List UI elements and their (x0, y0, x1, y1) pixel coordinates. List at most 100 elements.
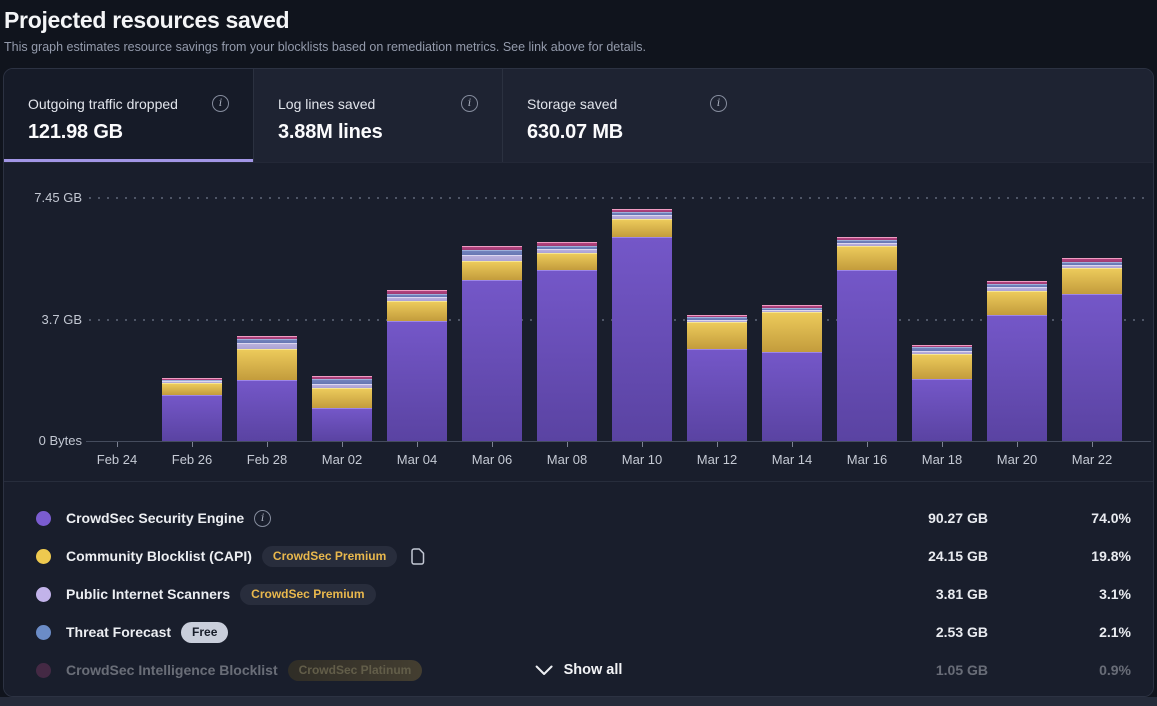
tab-log-lines-saved[interactable]: Log lines saved i 3.88M lines (253, 69, 502, 162)
bar-segment-public-internet-scanners (762, 309, 822, 313)
bar-mar-08[interactable] (537, 242, 597, 441)
legend-value: 3.81 GB (935, 586, 988, 602)
x-tick-mark (417, 442, 418, 447)
x-tick-mark (267, 442, 268, 447)
bar-segment-crowdsec-security-engine (312, 408, 372, 441)
bar-segment-crowdsec-intelligence-blocklist (537, 242, 597, 246)
bar-segment-community-blocklist-capi (912, 354, 972, 380)
legend-row-public-internet-scanners[interactable]: Public Internet Scanners CrowdSec Premium… (4, 575, 1153, 613)
bar-mar-10[interactable] (612, 209, 672, 441)
bar-segment-crowdsec-security-engine (237, 380, 297, 441)
bar-segment-crowdsec-security-engine (987, 315, 1047, 441)
tab-storage-saved[interactable]: Storage saved i 630.07 MB (502, 69, 751, 162)
bar-segment-crowdsec-intelligence-blocklist (237, 335, 297, 339)
x-tick-label: Feb 26 (171, 452, 213, 467)
bar-segment-crowdsec-security-engine (462, 279, 522, 441)
bar-segment-threat-forecast (537, 245, 597, 249)
bar-mar-02[interactable] (312, 375, 372, 441)
legend-row-community-blocklist-capi[interactable]: Community Blocklist (CAPI) CrowdSec Premi… (4, 537, 1153, 575)
x-tick-mark (492, 442, 493, 447)
info-icon[interactable]: i (254, 509, 272, 527)
bar-segment-public-internet-scanners (312, 383, 372, 389)
bar-segment-crowdsec-security-engine (612, 237, 672, 441)
legend-row-crowdsec-security-engine[interactable]: CrowdSec Security Engine i 90.27 GB 74.0% (4, 499, 1153, 537)
bar-segment-crowdsec-security-engine (912, 379, 972, 441)
bar-feb-28[interactable] (237, 335, 297, 441)
legend-label: Community Blocklist (CAPI) (66, 548, 252, 564)
x-tick-mark (642, 442, 643, 447)
gridline-7-45-gb (89, 197, 1151, 199)
bar-segment-community-blocklist-capi (612, 219, 672, 238)
bar-segment-crowdsec-security-engine (837, 270, 897, 441)
bar-segment-threat-forecast (462, 250, 522, 256)
x-tick-mark (192, 442, 193, 447)
series-color-dot (36, 548, 51, 564)
bar-segment-crowdsec-intelligence-blocklist (387, 290, 447, 294)
bar-mar-06[interactable] (462, 246, 522, 441)
bar-segment-crowdsec-intelligence-blocklist (837, 237, 897, 241)
bar-mar-16[interactable] (837, 237, 897, 441)
series-color-dot (36, 510, 51, 526)
tab-strip-filler (751, 69, 1153, 162)
bar-segment-community-blocklist-capi (1062, 267, 1122, 295)
bar-segment-threat-forecast (987, 284, 1047, 288)
bar-segment-public-internet-scanners (237, 343, 297, 349)
tab-value: 3.88M lines (278, 121, 383, 143)
legend-label: CrowdSec Security Engine (66, 510, 245, 526)
info-icon[interactable]: i (710, 95, 727, 112)
info-icon[interactable]: i (461, 95, 478, 112)
legend-row-crowdsec-intelligence-blocklist[interactable]: CrowdSec Intelligence Blocklist CrowdSec … (4, 651, 1153, 689)
page-bottom-strip (0, 697, 1157, 706)
page-title: Projected resources saved (4, 7, 290, 33)
tab-header: Storage saved i (527, 95, 727, 112)
series-color-dot (36, 662, 51, 678)
bar-segment-public-internet-scanners (537, 248, 597, 253)
legend-value: 2.53 GB (935, 624, 988, 640)
x-tick-mark (867, 442, 868, 447)
legend-percent: 2.1% (1099, 624, 1131, 640)
tab-label: Outgoing traffic dropped (28, 95, 178, 112)
bar-mar-12[interactable] (687, 315, 747, 441)
page-subtitle: This graph estimates resource savings fr… (4, 40, 646, 54)
tab-outgoing-traffic-dropped[interactable]: Outgoing traffic dropped i 121.98 GB (4, 69, 253, 162)
legend-row-threat-forecast[interactable]: Threat Forecast Free 2.53 GB 2.1% (4, 613, 1153, 651)
x-tick-mark (342, 442, 343, 447)
x-tick-mark (942, 442, 943, 447)
x-tick-mark (792, 442, 793, 447)
bar-mar-18[interactable] (912, 344, 972, 441)
bar-segment-threat-forecast (912, 347, 972, 351)
bar-mar-14[interactable] (762, 304, 822, 441)
bar-segment-public-internet-scanners (837, 242, 897, 247)
bar-segment-public-internet-scanners (687, 319, 747, 323)
info-icon[interactable]: i (212, 95, 229, 112)
legend-percent: 74.0% (1091, 510, 1131, 526)
bar-segment-crowdsec-intelligence-blocklist (312, 375, 372, 379)
x-tick-label: Mar 06 (471, 452, 513, 467)
x-tick-label: Mar 18 (921, 452, 963, 467)
bar-segment-crowdsec-security-engine (387, 320, 447, 441)
bar-segment-threat-forecast (1062, 261, 1122, 265)
page-header: Projected resources saved This graph est… (0, 0, 1157, 54)
show-all-button[interactable]: Show all (527, 658, 631, 682)
x-tick-mark (117, 442, 118, 447)
x-tick-label: Mar 08 (546, 452, 588, 467)
bar-mar-22[interactable] (1062, 258, 1122, 441)
y-tick-label: 7.45 GB (34, 190, 82, 205)
bar-segment-crowdsec-security-engine (1062, 294, 1122, 441)
legend-value: 1.05 GB (935, 662, 988, 678)
bar-mar-20[interactable] (987, 281, 1047, 441)
x-tick-mark (567, 442, 568, 447)
tab-label: Storage saved (527, 95, 618, 112)
bar-feb-26[interactable] (162, 378, 222, 441)
copy-document-icon[interactable] (411, 547, 425, 565)
legend-label: CrowdSec Intelligence Blocklist (66, 662, 278, 678)
bar-segment-community-blocklist-capi (387, 300, 447, 321)
bar-mar-04[interactable] (387, 290, 447, 441)
tab-label: Log lines saved (278, 95, 376, 112)
bar-segment-threat-forecast (162, 379, 222, 382)
x-tick-mark (717, 442, 718, 447)
bar-segment-crowdsec-intelligence-blocklist (462, 246, 522, 251)
legend-value: 90.27 GB (928, 510, 988, 526)
bar-segment-public-internet-scanners (912, 350, 972, 355)
x-tick-label: Mar 22 (1071, 452, 1113, 467)
